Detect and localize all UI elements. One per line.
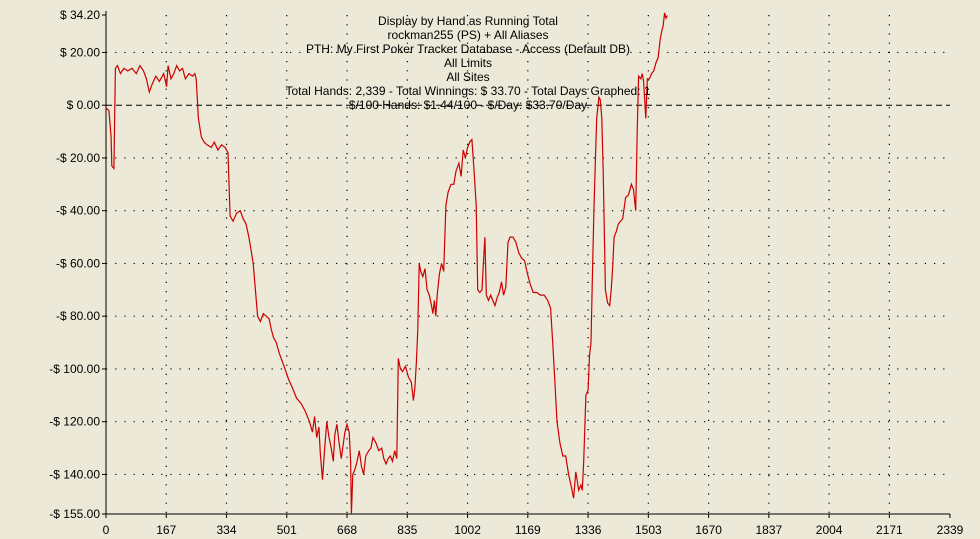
y-tick-label: -$ 100.00 — [49, 362, 100, 376]
x-tick-label: 2004 — [816, 523, 843, 537]
x-tick-label: 1169 — [515, 523, 541, 537]
y-tick-label: $ 20.00 — [60, 45, 100, 59]
y-tick-label: -$ 20.00 — [56, 151, 100, 165]
chart-title-line: Total Hands: 2,339 - Total Winnings: $ 3… — [285, 84, 650, 98]
series-line — [105, 12, 669, 515]
x-tick-label: 167 — [156, 523, 176, 537]
axes — [102, 11, 951, 518]
y-tick-label: -$ 60.00 — [56, 256, 100, 270]
x-tick-label: 1002 — [454, 523, 481, 537]
x-tick-label: 1503 — [635, 523, 662, 537]
series-group — [105, 12, 669, 515]
x-tick-label: 1670 — [695, 523, 722, 537]
y-tick-label: -$ 140.00 — [49, 467, 100, 481]
x-tick-label: 1336 — [575, 523, 602, 537]
x-tick-label: 2339 — [937, 523, 964, 537]
x-tick-label: 1837 — [756, 523, 783, 537]
chart-title-line: $/100 Hands: $1.44/100 - $/Day: $33.70/D… — [349, 98, 587, 112]
x-tick-label: 0 — [103, 523, 110, 537]
chart-title-line: All Sites — [446, 70, 489, 84]
chart-title-line: All Limits — [444, 56, 492, 70]
chart-title-block: Display by Hand as Running Totalrockman2… — [285, 14, 650, 112]
y-tick-labels: $ 34.20 $ 20.00 $ 0.00 -$ 20.00 -$ 40.00 -$ 6… — [49, 8, 100, 521]
x-tick-label: 501 — [277, 523, 297, 537]
x-tick-label: 835 — [397, 523, 417, 537]
x-tick-labels: 0 167 334 501 668 835 1002 1169 1336 1503 1670 1837… — [103, 523, 964, 537]
y-tick-label: -$ 155.00 — [49, 507, 100, 521]
chart-title-line: Display by Hand as Running Total — [378, 14, 558, 28]
x-tick-label: 334 — [217, 523, 237, 537]
grid — [106, 15, 950, 514]
chart-title-line: PTH: My First Poker Tracker Database - A… — [306, 42, 630, 56]
y-tick-label: -$ 120.00 — [49, 415, 100, 429]
y-tick-label: $ 34.20 — [60, 8, 100, 22]
y-tick-label: -$ 80.00 — [56, 309, 100, 323]
chart-title-line: rockman255 (PS) + All Aliases — [387, 28, 548, 42]
x-tick-label: 2171 — [876, 523, 903, 537]
y-tick-label: -$ 40.00 — [56, 204, 100, 218]
x-tick-label: 668 — [337, 523, 357, 537]
y-tick-label: $ 0.00 — [67, 98, 101, 112]
